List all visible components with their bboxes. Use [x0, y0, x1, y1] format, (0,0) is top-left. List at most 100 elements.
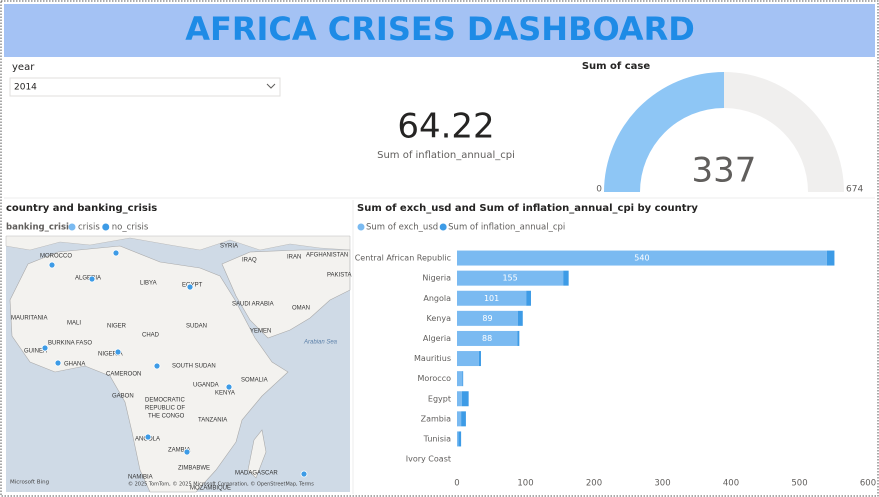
map-label: NAMIBIA [128, 475, 153, 481]
map-land [247, 429, 267, 479]
bar-segment [517, 310, 523, 326]
map-point [300, 470, 308, 478]
y-tick-label: Kenya [427, 314, 452, 323]
slicer-value: 2014 [14, 83, 37, 93]
bar-title: Sum of exch_usd and Sum of inflation_ann… [357, 203, 698, 214]
map-point [144, 433, 152, 441]
legend-marker [102, 223, 110, 231]
map-label: REPUBLIC OF [145, 406, 185, 412]
bar-segment [457, 310, 518, 326]
map-label: AFGHANISTAN [306, 253, 348, 259]
bar-segment [826, 250, 835, 266]
map-label: NIGERIA [98, 352, 123, 358]
bar-segment [462, 371, 464, 387]
map-label: UGANDA [193, 383, 219, 389]
map-label: MALI [67, 321, 81, 327]
legend-label: Sum of exch_usd [366, 223, 438, 233]
map-label: ALGERIA [75, 276, 101, 282]
map-label: OMAN [292, 306, 310, 312]
bar-segment [478, 351, 481, 367]
gauge: Sum of case 337 0 674 [582, 61, 864, 195]
bar-segment [457, 330, 518, 346]
map-label: MADAGASCAR [235, 471, 278, 477]
map-point [186, 283, 194, 291]
bar-segment [458, 431, 462, 447]
map-land [5, 235, 351, 251]
map-label: THE CONGO [148, 414, 185, 420]
card-value: 64.22 [397, 107, 494, 147]
map-label: MAURITANIA [11, 316, 48, 322]
x-tick-label: 400 [723, 479, 739, 489]
map-point [153, 362, 161, 370]
bar-segment [457, 270, 564, 286]
map-label: SAUDI ARABIA [232, 302, 274, 308]
gauge-title: Sum of case [582, 61, 651, 72]
map-label: Arabian Sea [303, 340, 338, 346]
map-label: GABON [112, 394, 134, 400]
map-label: SUDAN [186, 324, 207, 330]
map-points [41, 249, 308, 478]
legend-marker [357, 223, 365, 231]
x-tick-label: 300 [654, 479, 670, 489]
bar-legend: Sum of exch_usd Sum of inflation_annual_c… [357, 223, 565, 233]
map-brand: Microsoft Bing [10, 480, 49, 486]
legend-label: no_crisis [112, 223, 149, 233]
y-tick-label: Egypt [428, 394, 451, 403]
map-point [114, 348, 122, 356]
map-land [221, 249, 351, 339]
header-band [4, 4, 875, 57]
x-tick-label: 0 [454, 479, 459, 489]
data-label: 540 [634, 254, 649, 263]
slicer-dropdown[interactable] [9, 77, 281, 97]
dashboard-title: AFRICA CRISES DASHBOARD [185, 10, 695, 48]
y-tick-label: Zambia [421, 414, 451, 423]
map-label: LIBYA [140, 281, 157, 287]
x-tick-label: 100 [517, 479, 533, 489]
x-tick-label: 200 [586, 479, 602, 489]
data-label: 89 [482, 314, 492, 323]
map-land [9, 245, 289, 493]
bar-segment [526, 290, 531, 306]
dropdown-chevron[interactable] [266, 83, 276, 89]
gauge-min-label: 0 [596, 185, 602, 195]
map-label: GUINEA [24, 349, 47, 355]
legend-label: crisis [78, 223, 100, 233]
bar-segment [461, 391, 469, 407]
bar-segment [457, 290, 527, 306]
map-label: KENYA [215, 391, 235, 397]
data-label: 155 [502, 274, 517, 283]
map-label: ZAMBIA [168, 448, 190, 454]
bar-segment [457, 351, 479, 367]
map-label: SYRIA [220, 244, 238, 250]
bar-segment [563, 270, 569, 286]
map-label: IRAN [287, 255, 301, 261]
bar-segment [517, 330, 520, 346]
map-point [41, 344, 49, 352]
map-label: NIGER [107, 324, 127, 330]
map: MOROCCO ALGERIA LIBYA EGYPT SYRIA IRAQ I… [5, 235, 351, 493]
y-tick-label: Ivory Coast [406, 455, 451, 464]
bar-segment [457, 250, 827, 266]
x-tick-label: 500 [791, 479, 807, 489]
slicer-label: year [12, 62, 35, 73]
y-tick-label: Algeria [423, 334, 451, 343]
map-label: SOMALIA [241, 378, 268, 384]
map-label: BURKINA FASO [48, 341, 92, 347]
map-label: TANZANIA [198, 418, 227, 424]
map-legend: crisis no_crisis [68, 223, 149, 233]
data-label: 88 [482, 334, 492, 343]
legend-marker [68, 223, 76, 231]
card-label: Sum of inflation_annual_cpi [377, 150, 515, 161]
gauge-value: 337 [692, 151, 757, 191]
bar-segment [457, 391, 462, 407]
map-point [225, 383, 233, 391]
map-point [88, 275, 96, 283]
map-label: YEMEN [250, 329, 271, 335]
legend-marker [439, 223, 447, 231]
bar-chart: 0 100 200 300 400 500 600 Central African Repub… [355, 250, 876, 489]
map-point [54, 359, 62, 367]
map-title: country and banking_crisis [6, 203, 157, 214]
bar-segment [457, 411, 462, 427]
map-label: CAMEROON [106, 372, 141, 378]
